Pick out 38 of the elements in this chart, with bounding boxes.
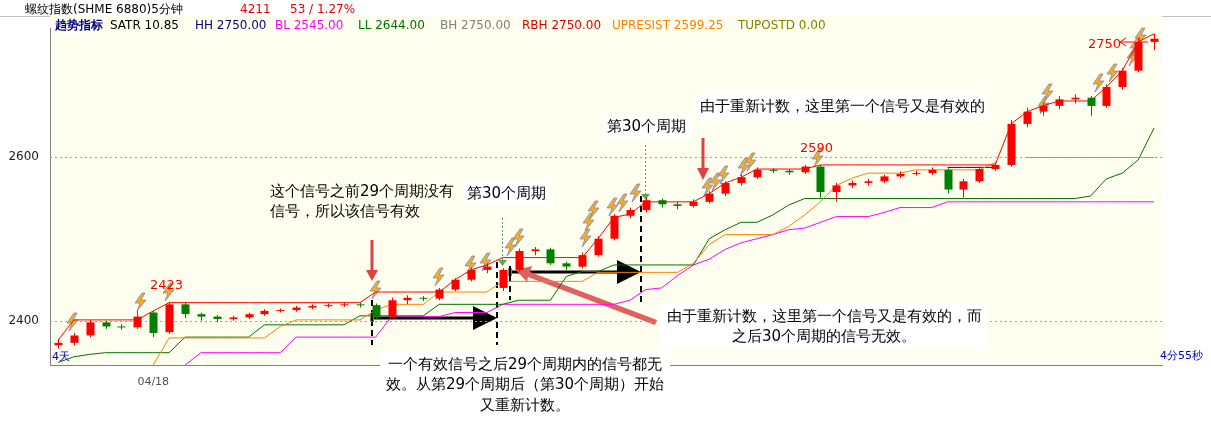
annotation: 4天 bbox=[52, 350, 70, 365]
annotation: TUPOSTD 0.00 bbox=[738, 17, 826, 34]
y-tick-label: 2600 bbox=[8, 148, 39, 163]
annotation: LL 2644.00 bbox=[358, 17, 425, 34]
candlestick bbox=[944, 167, 953, 195]
candlestick bbox=[1023, 107, 1032, 128]
candlestick bbox=[1102, 84, 1111, 109]
candlestick bbox=[149, 310, 158, 338]
candlestick bbox=[832, 182, 841, 203]
candlestick bbox=[276, 307, 285, 314]
annotation: 这个信号之前29个周期没有信号，所以该信号有效 bbox=[270, 181, 456, 222]
candlestick bbox=[959, 178, 968, 199]
annotation: RBH 2750.00 bbox=[522, 17, 602, 34]
annotation: 2423 bbox=[150, 276, 184, 294]
annotation: SATR 10.85 bbox=[110, 17, 179, 34]
text: 螺纹指数(SHME 6880)5分钟 bbox=[25, 1, 183, 18]
annotation: HH 2750.00 bbox=[195, 17, 267, 34]
candlestick bbox=[594, 235, 603, 258]
annotation: 第30个周期 bbox=[603, 114, 691, 139]
annotation: BH 2750.00 bbox=[440, 17, 511, 34]
annotation: 由于重新计数，这里第一个信号又是有效的，而之后30个周期的信号无效。 bbox=[660, 304, 988, 349]
annotation: 2750 bbox=[1088, 35, 1122, 53]
text: 53 / 1.27% bbox=[290, 1, 356, 18]
candlestick bbox=[1087, 95, 1096, 117]
annotation: BL 2545.00 bbox=[275, 17, 344, 34]
text: 4211 bbox=[240, 1, 271, 18]
candlestick bbox=[133, 310, 142, 330]
candlestick bbox=[1118, 67, 1127, 90]
annotation: 第30个周期 bbox=[463, 181, 551, 206]
annotation: 由于重新计数，这里第一个信号又是有效的 bbox=[696, 94, 989, 119]
candlestick bbox=[515, 248, 524, 273]
annotation: 2590 bbox=[800, 139, 834, 157]
annotation: 4分55秒 bbox=[1160, 349, 1203, 364]
y-tick-label: 2400 bbox=[8, 312, 39, 327]
x-tick-label: 04/18 bbox=[137, 375, 170, 389]
annotation: UPRESIST 2599.25 bbox=[612, 17, 724, 34]
annotation: 一个有效信号之后29个周期内的信号都无效。从第29个周期后（第30个周期）开始又重新计数。 bbox=[380, 352, 670, 417]
annotation: 趋势指标 bbox=[55, 17, 103, 34]
